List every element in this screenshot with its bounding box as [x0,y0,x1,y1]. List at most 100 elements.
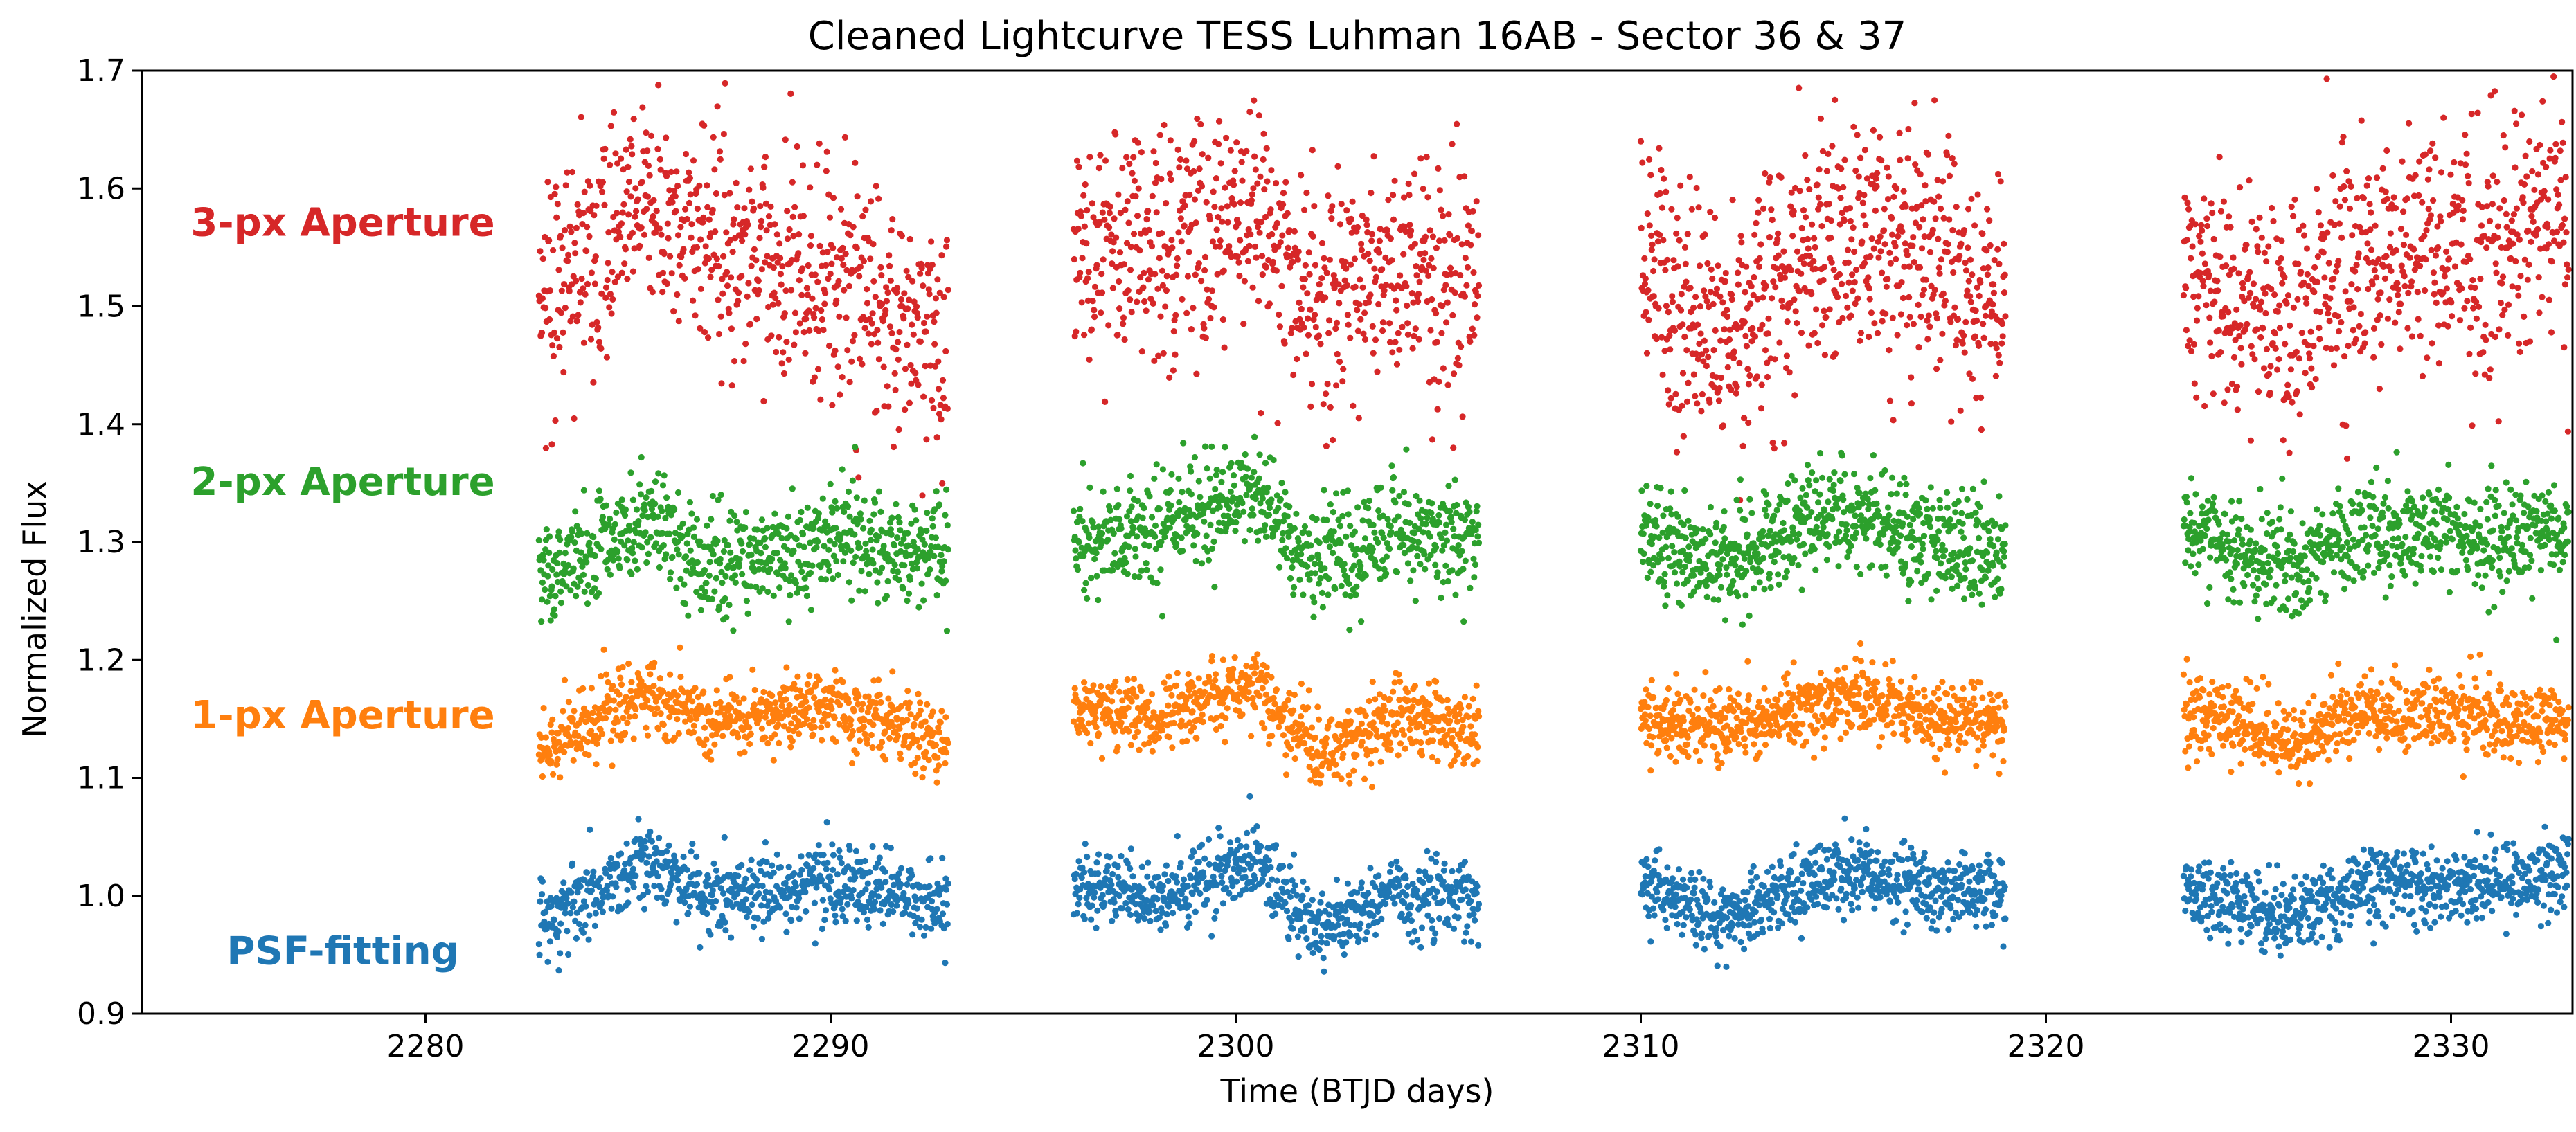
data-point [1422,267,1429,274]
data-point [1090,214,1097,221]
data-point [712,228,719,235]
data-point [2239,280,2246,287]
data-point [1266,300,1273,307]
data-point [2302,370,2309,377]
data-point [840,262,847,269]
data-point [1728,291,1735,298]
data-point [687,547,694,554]
data-point [1685,517,1692,524]
data-point [2201,195,2208,202]
data-point [1724,363,1731,371]
data-point [911,298,918,305]
data-point [1703,347,1710,354]
data-point [1920,216,1926,223]
data-point [1804,235,1812,242]
data-point [1215,214,1222,221]
data-point [2489,201,2496,208]
data-point [605,229,612,236]
data-point [1922,182,1929,189]
data-point [578,275,585,282]
data-point [1213,466,1220,474]
data-point [1352,283,1359,290]
data-point [1823,557,1830,564]
data-point [803,584,810,591]
data-point [624,276,631,282]
data-point [607,515,614,523]
data-point [1641,280,1649,287]
data-point [940,395,947,402]
data-point [1447,232,1454,239]
data-point [1145,276,1152,283]
data-point [1351,255,1358,262]
data-point [1742,592,1749,599]
data-point [1197,494,1204,501]
data-point [556,549,563,557]
data-point [622,512,629,519]
data-point [1835,563,1842,570]
data-point [1326,256,1333,263]
data-point [1206,475,1213,482]
data-point [1210,538,1217,546]
data-point [1270,456,1277,464]
data-point [904,530,911,537]
data-point [1708,266,1715,273]
data-point [1821,351,1828,359]
data-point [633,506,641,513]
data-point [1715,262,1721,269]
data-point [579,563,586,571]
data-point [1827,217,1834,224]
data-point [545,562,552,569]
data-point [1107,203,1113,210]
data-point [1382,254,1389,261]
data-point [1901,263,1908,270]
data-point [621,542,628,549]
data-point [1396,492,1403,500]
data-point [2360,195,2367,201]
data-point [1359,284,1366,291]
data-point [2492,333,2498,341]
data-point [1834,505,1841,512]
data-point [2237,322,2244,329]
data-point [686,498,694,506]
data-point [743,598,750,604]
data-point [1935,528,1942,535]
data-point [2561,344,2568,351]
data-point [616,564,623,572]
data-point [2184,199,2191,206]
data-point [1389,349,1396,356]
data-point [764,589,771,595]
data-point [683,215,690,223]
data-point [1802,550,1809,557]
data-point [918,530,924,537]
data-point [2298,269,2305,276]
data-point [2447,171,2454,178]
data-point [1420,529,1426,536]
data-point [1118,525,1125,532]
data-point [2356,224,2363,231]
data-point [2185,206,2192,213]
data-point [2330,276,2337,282]
data-point [2525,261,2532,268]
data-point [553,214,560,221]
data-point [920,319,928,327]
data-point [1910,321,1917,327]
data-point [1131,177,1138,184]
data-point [1179,489,1186,496]
data-point [1654,503,1661,510]
data-point [2338,139,2345,146]
data-point [2197,537,2204,544]
data-point [1252,166,1259,173]
data-point [654,145,661,152]
data-point [1089,298,1096,305]
data-point [1916,224,1923,231]
data-point [2541,188,2548,195]
data-point [749,198,755,205]
data-point [714,103,721,110]
data-point [2424,176,2431,183]
data-point [1303,350,1309,357]
data-point [1712,327,1719,334]
data-point [817,396,824,403]
data-point [1201,518,1208,525]
data-point [1475,282,1483,289]
